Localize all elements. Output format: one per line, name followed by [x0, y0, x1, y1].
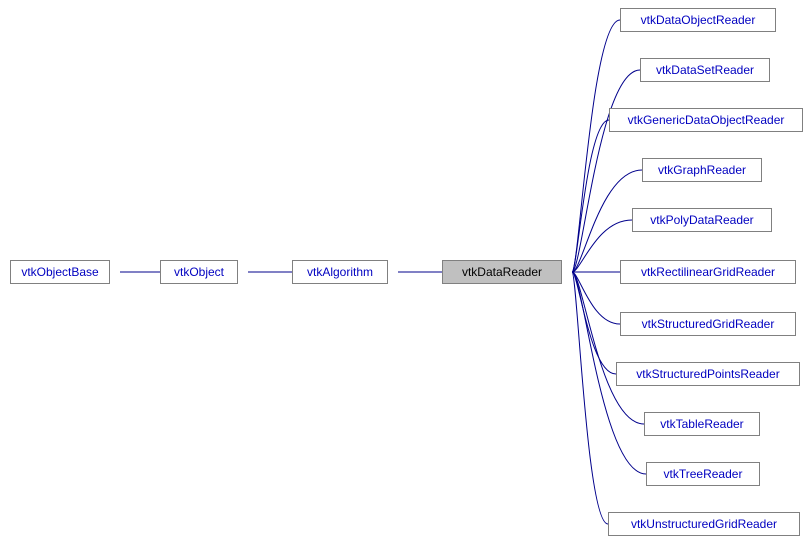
node-link-vtkTableReader[interactable]: vtkTableReader: [660, 417, 743, 431]
node-link-vtkAlgorithm[interactable]: vtkAlgorithm: [307, 265, 373, 279]
node-vtkDataReader: vtkDataReader: [442, 260, 562, 284]
edge-vtkStructuredPointsReader-to-vtkDataReader: [572, 272, 616, 374]
edge-vtkStructuredGridReader-to-vtkDataReader: [572, 272, 620, 324]
node-vtkStructuredPointsReader[interactable]: vtkStructuredPointsReader: [616, 362, 800, 386]
node-link-vtkDataObjectReader[interactable]: vtkDataObjectReader: [641, 13, 756, 27]
node-vtkRectilinearGridReader[interactable]: vtkRectilinearGridReader: [620, 260, 796, 284]
node-vtkDataSetReader[interactable]: vtkDataSetReader: [640, 58, 770, 82]
node-link-vtkObject[interactable]: vtkObject: [174, 265, 224, 279]
node-vtkDataObjectReader[interactable]: vtkDataObjectReader: [620, 8, 776, 32]
edge-vtkTableReader-to-vtkDataReader: [572, 272, 644, 424]
node-link-vtkStructuredGridReader[interactable]: vtkStructuredGridReader: [642, 317, 775, 331]
edge-vtkGenericDataObjectReader-to-vtkDataReader: [572, 120, 609, 272]
node-label-vtkDataReader: vtkDataReader: [462, 265, 542, 279]
node-link-vtkObjectBase[interactable]: vtkObjectBase: [21, 265, 98, 279]
node-link-vtkStructuredPointsReader[interactable]: vtkStructuredPointsReader: [636, 367, 779, 381]
node-vtkStructuredGridReader[interactable]: vtkStructuredGridReader: [620, 312, 796, 336]
node-vtkObject[interactable]: vtkObject: [160, 260, 238, 284]
node-link-vtkGraphReader[interactable]: vtkGraphReader: [658, 163, 746, 177]
node-link-vtkGenericDataObjectReader[interactable]: vtkGenericDataObjectReader: [628, 113, 785, 127]
edge-vtkUnstructuredGridReader-to-vtkDataReader: [572, 272, 608, 524]
node-vtkGenericDataObjectReader[interactable]: vtkGenericDataObjectReader: [609, 108, 803, 132]
node-link-vtkTreeReader[interactable]: vtkTreeReader: [664, 467, 743, 481]
node-vtkTableReader[interactable]: vtkTableReader: [644, 412, 760, 436]
edge-vtkDataObjectReader-to-vtkDataReader: [572, 20, 620, 272]
node-vtkPolyDataReader[interactable]: vtkPolyDataReader: [632, 208, 772, 232]
node-link-vtkRectilinearGridReader[interactable]: vtkRectilinearGridReader: [641, 265, 775, 279]
node-link-vtkUnstructuredGridReader[interactable]: vtkUnstructuredGridReader: [631, 517, 777, 531]
node-vtkUnstructuredGridReader[interactable]: vtkUnstructuredGridReader: [608, 512, 800, 536]
node-link-vtkPolyDataReader[interactable]: vtkPolyDataReader: [650, 213, 753, 227]
node-vtkTreeReader[interactable]: vtkTreeReader: [646, 462, 760, 486]
node-vtkAlgorithm[interactable]: vtkAlgorithm: [292, 260, 388, 284]
edge-vtkDataSetReader-to-vtkDataReader: [572, 70, 640, 272]
node-vtkGraphReader[interactable]: vtkGraphReader: [642, 158, 762, 182]
node-vtkObjectBase[interactable]: vtkObjectBase: [10, 260, 110, 284]
node-link-vtkDataSetReader[interactable]: vtkDataSetReader: [656, 63, 754, 77]
